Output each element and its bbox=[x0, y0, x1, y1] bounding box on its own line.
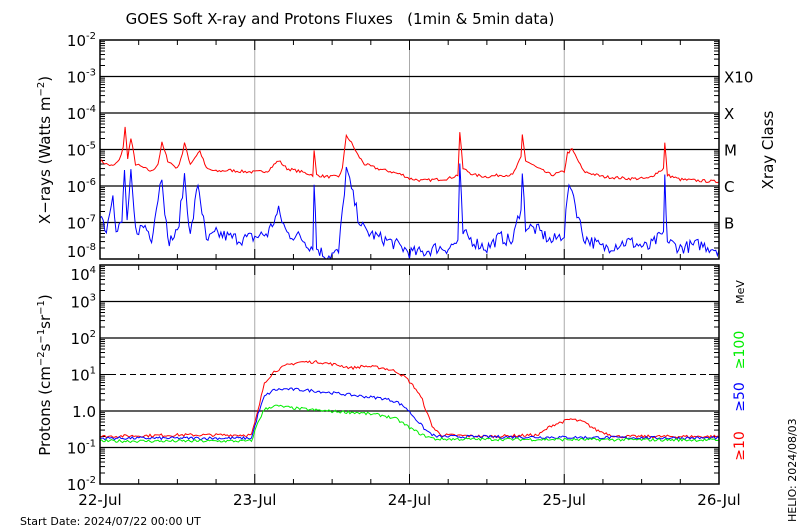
x-tick-label: 22-Jul bbox=[78, 491, 121, 509]
xray-class-label: Xray Class bbox=[759, 110, 777, 189]
xray-panel: 10-2 10-3 10-4 10-5 10-6 10-7 10-8 X10 X MC B bbox=[67, 31, 753, 261]
series-line-long bbox=[99, 126, 720, 184]
y-tick-label: 10-4 bbox=[67, 104, 96, 123]
y-tick-label: 10-2 bbox=[67, 475, 96, 494]
xray-class-X: X bbox=[724, 105, 734, 123]
y-tick-label: 10-1 bbox=[67, 439, 96, 458]
y-tick-label: 10-3 bbox=[67, 68, 96, 87]
y-tick-label: 104 bbox=[71, 265, 96, 284]
xray-class-X10: X10 bbox=[724, 69, 753, 87]
y-tick-label: 10-5 bbox=[67, 141, 96, 160]
x-tick-label: 24-Jul bbox=[388, 491, 431, 509]
helio-date: HELIO: 2024/08/03 bbox=[786, 418, 799, 522]
y-tick-label: 10-8 bbox=[67, 242, 96, 261]
legend-ge50: ≥50 bbox=[732, 382, 748, 412]
series-line-≥50 bbox=[99, 387, 720, 441]
x-tick-label: 25-Jul bbox=[543, 491, 586, 509]
legend-ge100: ≥100 bbox=[732, 331, 748, 369]
y-tick-label: 103 bbox=[71, 293, 96, 312]
y-tick-label: 10-6 bbox=[67, 177, 96, 196]
xray-class-M: M bbox=[724, 142, 737, 160]
y-tick-label: 101 bbox=[71, 366, 96, 385]
chart-title: GOES Soft X-ray and Protons Fluxes (1min… bbox=[126, 10, 555, 28]
y-tick-label: 10-7 bbox=[67, 214, 96, 233]
plot-frame bbox=[99, 264, 720, 485]
y-tick-label: 1.0 bbox=[72, 403, 96, 421]
xray-class-C: C bbox=[724, 178, 734, 196]
y-tick-label: 10-2 bbox=[67, 31, 96, 50]
y-tick-label: 102 bbox=[71, 329, 96, 348]
mev-label: MeV bbox=[734, 280, 747, 304]
start-date: Start Date: 2024/07/22 00:00 UT bbox=[20, 515, 201, 528]
proton-panel: 104 103 102 101 1.0 10-1 10-222-Jul 23-Jul 24-Ju… bbox=[67, 264, 741, 509]
x-tick-label: 23-Jul bbox=[233, 491, 276, 509]
proton-y-axis-label: Protons (cm−2s−1sr−1) bbox=[36, 294, 54, 456]
series-line-≥100 bbox=[99, 404, 720, 444]
xray-class-B: B bbox=[724, 215, 734, 233]
xray-y-axis-label: X−rays (Watts m−2) bbox=[36, 76, 54, 224]
legend-ge10: ≥10 bbox=[732, 431, 748, 461]
plot-frame bbox=[99, 39, 720, 260]
x-tick-label: 26-Jul bbox=[697, 491, 740, 509]
series-line-short bbox=[99, 163, 720, 260]
